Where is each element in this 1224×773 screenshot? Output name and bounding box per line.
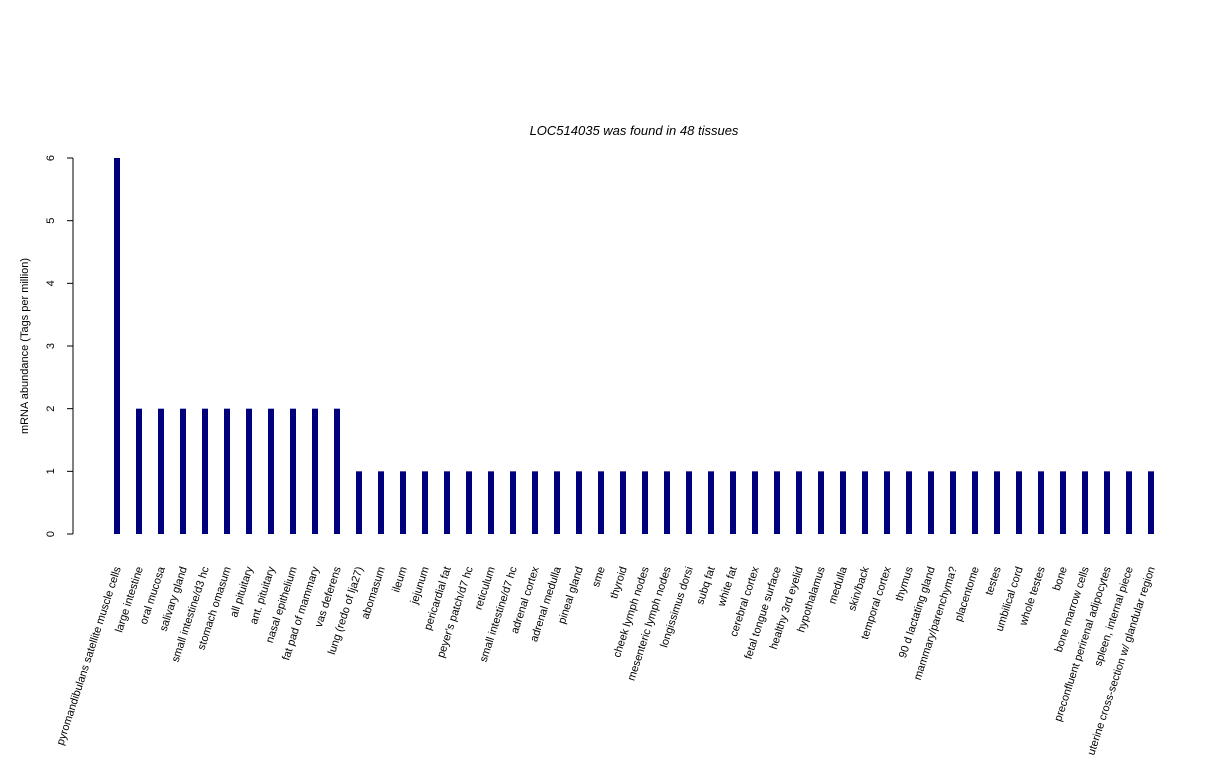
y-tick-label: 2	[45, 406, 57, 412]
bar	[708, 471, 714, 534]
bar	[730, 471, 736, 534]
bar	[400, 471, 406, 534]
bar	[554, 471, 560, 534]
x-tick-label: thyroid	[608, 565, 630, 600]
bar	[664, 471, 670, 534]
x-tick-label: sme	[590, 565, 608, 588]
bar	[840, 471, 846, 534]
bar	[620, 471, 626, 534]
bar	[202, 408, 208, 534]
y-tick-label: 1	[45, 468, 57, 474]
bar	[532, 471, 538, 534]
bar	[224, 408, 230, 534]
y-axis-ticks: 0 1 2 3 4 5 6	[45, 155, 73, 537]
x-tick-label: ileum	[390, 565, 410, 594]
x-tick-label: subq fat	[694, 565, 718, 606]
bar	[312, 408, 318, 534]
bar	[488, 471, 494, 534]
bar	[752, 471, 758, 534]
bar	[246, 408, 252, 534]
bar	[136, 408, 142, 534]
x-tick-label: skin/back	[846, 565, 872, 613]
bar	[972, 471, 978, 534]
y-tick-label: 3	[45, 343, 57, 349]
bar	[290, 408, 296, 534]
x-tick-label: medulla	[827, 564, 851, 605]
bar	[1082, 471, 1088, 534]
bar	[928, 471, 934, 534]
bar	[576, 471, 582, 534]
bar	[994, 471, 1000, 534]
x-tick-label: thymus	[893, 565, 916, 603]
x-tick-label: white fat	[715, 565, 739, 609]
x-tick-label: testes	[983, 565, 1004, 597]
bar	[1148, 471, 1154, 534]
chart-title: LOC514035 was found in 48 tissues	[530, 123, 739, 138]
bar	[422, 471, 428, 534]
x-axis-labels: pyromandibulans satellite muscle cellsla…	[55, 564, 1158, 756]
bar	[906, 471, 912, 534]
bar	[356, 471, 362, 534]
bar	[466, 471, 472, 534]
bar	[884, 471, 890, 534]
x-tick-label: jejunum	[408, 565, 432, 606]
bar	[1104, 471, 1110, 534]
bar	[862, 471, 868, 534]
bar	[510, 471, 516, 534]
bar	[950, 471, 956, 534]
x-tick-label: bone	[1051, 565, 1070, 592]
bar	[1126, 471, 1132, 534]
bar	[818, 471, 824, 534]
bar	[444, 471, 450, 534]
bar	[1038, 471, 1044, 534]
bar	[686, 471, 692, 534]
bar	[1060, 471, 1066, 534]
y-axis-label: mRNA abundance (Tags per million)	[19, 258, 31, 434]
bar	[158, 408, 164, 534]
bars	[114, 158, 1154, 534]
bar	[796, 471, 802, 534]
y-tick-label: 5	[45, 218, 57, 224]
bar	[180, 408, 186, 534]
bar	[642, 471, 648, 534]
bar	[114, 158, 120, 534]
bar	[334, 408, 340, 534]
bar	[598, 471, 604, 534]
bar	[268, 408, 274, 534]
x-tick-label: reticulum	[473, 565, 498, 611]
bar	[378, 471, 384, 534]
y-tick-label: 0	[45, 531, 57, 537]
y-tick-label: 4	[45, 280, 57, 286]
bar	[1016, 471, 1022, 534]
y-tick-label: 6	[45, 155, 57, 161]
x-tick-label: pyromandibulans satellite muscle cells	[55, 565, 124, 747]
bar	[774, 471, 780, 534]
